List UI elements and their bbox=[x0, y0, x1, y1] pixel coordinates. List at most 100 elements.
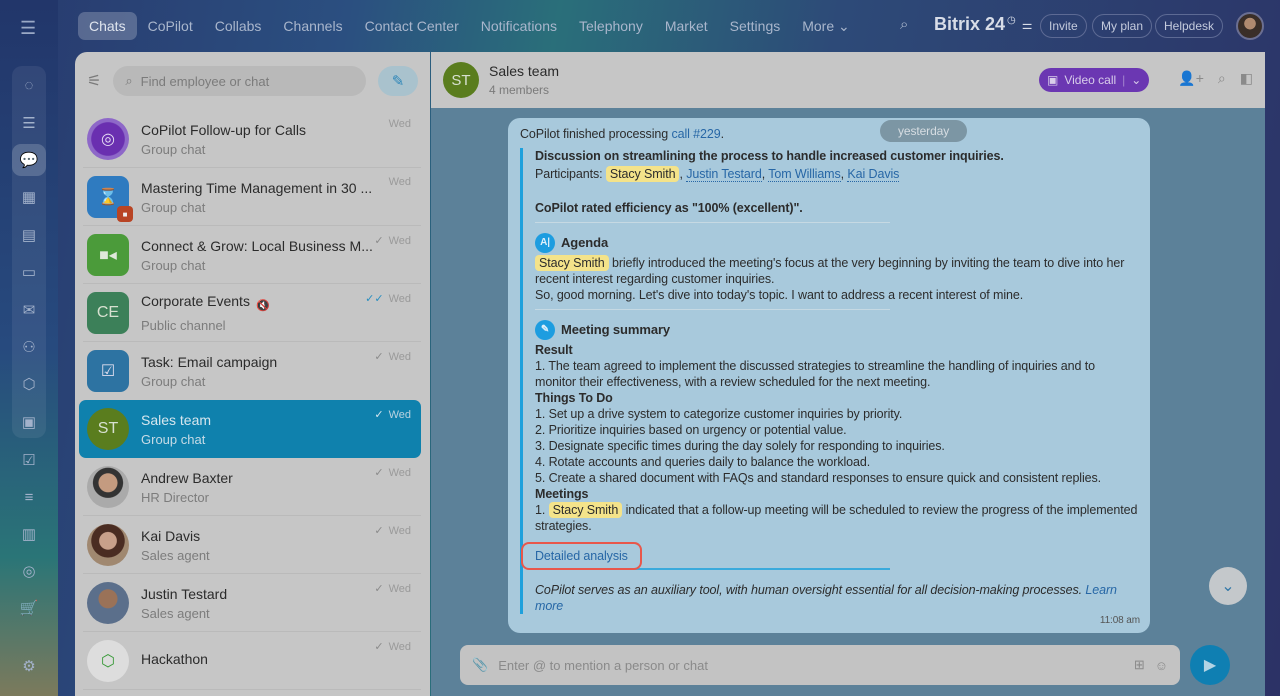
chat-date: Wed bbox=[388, 118, 411, 130]
divider bbox=[83, 225, 421, 226]
nav-notifications[interactable]: Notifications bbox=[480, 18, 558, 34]
chat-header: ST Sales team 4 members ▣ Video call | ⌄ 👤+ ⌕… bbox=[431, 52, 1265, 108]
mail-icon[interactable]: ✉ bbox=[22, 302, 36, 319]
input-placeholder: Enter @ to mention a person or chat bbox=[498, 657, 708, 673]
mention-stacy-smith[interactable]: Stacy Smith bbox=[535, 255, 609, 271]
chat-list-item[interactable]: Justin Testard Sales agent ✓ Wed bbox=[79, 574, 421, 632]
copilot-icon[interactable]: ◌ bbox=[24, 76, 34, 94]
helpdesk-button[interactable]: Helpdesk bbox=[1155, 14, 1224, 38]
chat-list-item[interactable]: ST Sales team Group chat ✓ Wed bbox=[79, 400, 421, 458]
chat-subtitle: Group chat bbox=[141, 431, 206, 447]
chat-subtitle: HR Director bbox=[141, 489, 209, 505]
nav-telephony[interactable]: Telephony bbox=[579, 18, 643, 34]
chat-list-item[interactable]: ◎ CoPilot Follow-up for Calls Group chat … bbox=[79, 110, 421, 168]
nav-more-label: More bbox=[802, 18, 835, 34]
chat-list-item[interactable]: ☑ Task: Email campaign Group chat ✓ Wed bbox=[79, 342, 421, 400]
chat-list-item[interactable]: Kai Davis Sales agent ✓ Wed bbox=[79, 516, 421, 574]
participant-link[interactable]: Kai Davis bbox=[847, 167, 900, 182]
video-call-button[interactable]: ▣ Video call | ⌄ bbox=[1039, 68, 1150, 92]
mention-stacy-smith[interactable]: Stacy Smith bbox=[548, 502, 623, 518]
mention-stacy-smith[interactable]: Stacy Smith bbox=[605, 166, 680, 182]
chat-subtitle: Group chat bbox=[141, 141, 206, 157]
nav-market[interactable]: Market bbox=[664, 18, 708, 34]
nav-chats[interactable]: Chats bbox=[78, 12, 137, 40]
tasks-icon[interactable]: ☑ bbox=[22, 452, 36, 469]
sidebar-icon[interactable]: ◧ bbox=[1239, 70, 1253, 86]
menu-icon[interactable]: ☰ bbox=[20, 18, 37, 38]
chat-subtitle: Group chat bbox=[141, 257, 206, 273]
brand-logo: Bitrix 24 bbox=[934, 14, 1006, 34]
store-icon[interactable]: ▥ bbox=[21, 526, 37, 543]
read-check-icon: ✓ bbox=[374, 583, 384, 595]
chat-avatar: ⬡ bbox=[87, 640, 129, 682]
invite-button[interactable]: Invite bbox=[1040, 14, 1087, 38]
nav-more[interactable]: More ⌄ bbox=[791, 12, 861, 40]
scroll-down-button[interactable]: ⌄ bbox=[1209, 567, 1247, 605]
apps-icon[interactable]: ⊞ bbox=[1133, 657, 1145, 672]
message-input[interactable]: 📎 Enter @ to mention a person or chat ⊞ … bbox=[460, 645, 1180, 685]
summary-quote: Discussion on streamlining the process t… bbox=[520, 148, 1138, 614]
chat-title[interactable]: Sales team bbox=[489, 63, 560, 79]
add-user-icon[interactable]: 👤+ bbox=[1178, 70, 1204, 86]
read-check-icon: ✓ bbox=[374, 641, 384, 653]
chat-list-item[interactable]: ⬡ Hackathon ✓ Wed bbox=[79, 632, 421, 690]
chat-subtitle: Group chat bbox=[141, 373, 206, 389]
calendar-icon[interactable]: ▦ bbox=[21, 189, 37, 206]
chats-icon[interactable]: 💬 bbox=[12, 144, 46, 176]
nav-contact-center[interactable]: Contact Center bbox=[364, 18, 459, 34]
participant-link[interactable]: Justin Testard bbox=[686, 167, 762, 182]
chat-date: Wed bbox=[388, 525, 411, 537]
feed-icon[interactable]: ☰ bbox=[22, 115, 36, 132]
read-check-icon: ✓ bbox=[374, 525, 384, 537]
filter-icon[interactable]: ⚟ bbox=[87, 73, 102, 90]
hexagon-icon[interactable]: ⬡ bbox=[22, 376, 36, 393]
search-icon[interactable]: ⌕ bbox=[1217, 70, 1226, 86]
members-count[interactable]: 4 members bbox=[489, 83, 550, 97]
call-link[interactable]: call #229 bbox=[671, 127, 721, 141]
chat-list-item[interactable]: Andrew Baxter HR Director ✓ Wed bbox=[79, 458, 421, 516]
nav-channels[interactable]: Channels bbox=[283, 18, 343, 34]
read-check-icon: ✓ bbox=[374, 351, 384, 363]
sliders-icon[interactable]: ⚌ bbox=[1021, 17, 1033, 32]
agenda-text: briefly introduced the meeting's focus a… bbox=[535, 256, 1125, 286]
chevron-down-icon[interactable]: ⌄ bbox=[1131, 73, 1142, 87]
document-icon[interactable]: ▤ bbox=[21, 227, 37, 244]
learn-more-link[interactable]: Learn more bbox=[535, 583, 1117, 613]
chat-avatar: CE bbox=[87, 292, 129, 334]
chat-subtitle: Sales agent bbox=[141, 547, 210, 563]
target-icon[interactable]: ◎ bbox=[22, 563, 36, 580]
todo-item: 3. Designate specific times during the d… bbox=[535, 439, 945, 453]
chat-list-item[interactable]: ■◂ Connect & Grow: Local Business M... Gr… bbox=[79, 226, 421, 284]
new-chat-button[interactable]: ✎ bbox=[378, 66, 418, 96]
participant-link[interactable]: Tom Williams bbox=[768, 167, 841, 182]
left-rail: ☰ ◌ ☰ 💬 ▦ ▤ ▭ ✉ ⚇ ⬡ ▣ ☑ ≡ ▥ ◎ 🛒 ⚙ bbox=[0, 0, 58, 696]
muted-icon: 🔇 bbox=[255, 300, 270, 312]
cart-icon[interactable]: 🛒 bbox=[19, 600, 39, 617]
chat-avatar: ST bbox=[87, 408, 129, 450]
detailed-analysis-link[interactable]: Detailed analysis bbox=[521, 542, 642, 570]
presentation-icon[interactable]: ▣ bbox=[21, 414, 37, 431]
nav-copilot[interactable]: CoPilot bbox=[147, 18, 193, 34]
divider bbox=[83, 283, 421, 284]
search-icon: ⌕ bbox=[125, 73, 133, 88]
funnel-icon[interactable]: ≡ bbox=[24, 488, 34, 506]
send-button[interactable]: ▶ bbox=[1190, 645, 1230, 685]
read-check-icon: ✓✓ bbox=[365, 293, 384, 305]
settings-icon[interactable]: ⚙ bbox=[22, 658, 36, 675]
chat-list-item[interactable]: ⌛ ■ Mastering Time Management in 30 ... Gr… bbox=[79, 168, 421, 226]
attach-icon[interactable]: 📎 bbox=[472, 657, 489, 672]
nav-collabs[interactable]: Collabs bbox=[214, 18, 262, 34]
chat-list-item[interactable]: CE Corporate Events 🔇 Public channel ✓✓ Wed bbox=[79, 284, 421, 342]
user-avatar[interactable] bbox=[1236, 12, 1264, 40]
read-check-icon: ✓ bbox=[374, 467, 384, 479]
groups-icon[interactable]: ⚇ bbox=[22, 339, 36, 356]
emoji-icon[interactable]: ☺ bbox=[1154, 657, 1168, 673]
drive-icon[interactable]: ▭ bbox=[21, 264, 37, 281]
chat-date: Wed bbox=[388, 293, 411, 305]
nav-settings[interactable]: Settings bbox=[729, 18, 781, 34]
search-icon[interactable]: ⌕ bbox=[900, 16, 909, 33]
divider bbox=[535, 568, 890, 570]
search-input[interactable]: ⌕ Find employee or chat bbox=[113, 66, 366, 96]
todo-item: 1. Set up a drive system to categorize c… bbox=[535, 407, 903, 421]
my-plan-button[interactable]: My plan bbox=[1092, 14, 1153, 38]
